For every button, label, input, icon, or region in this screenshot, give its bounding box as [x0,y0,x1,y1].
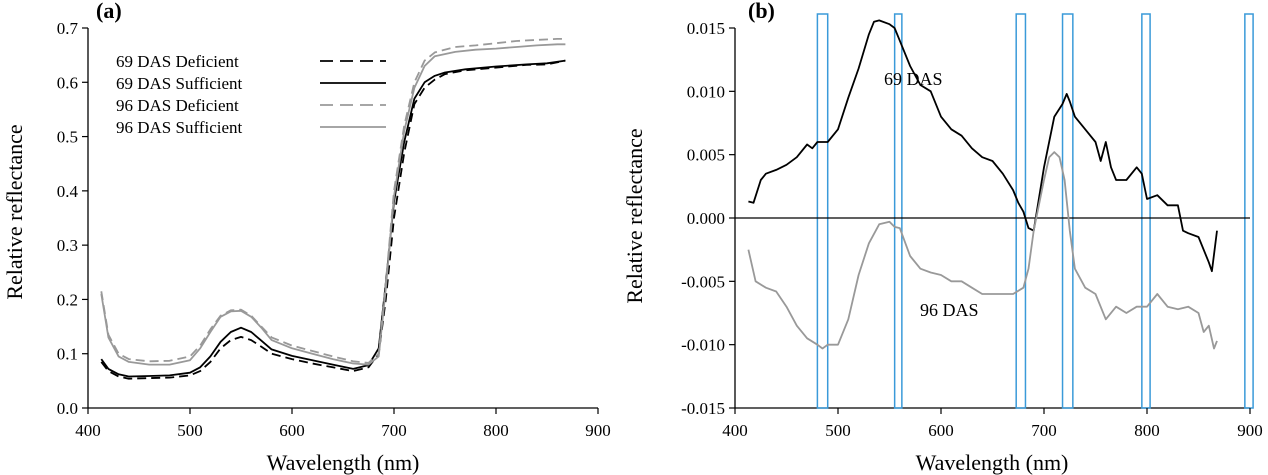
b-x-tick-label: 900 [1237,421,1263,440]
a-y-tick-label: 0.5 [57,128,78,147]
panel-a: (a) 400 500 600 700 800 900 0.0 0.1 0.2 0.3 0.4 0.5… [2,0,611,475]
highlight-band-3 [1061,13,1074,409]
panel-b-series [747,19,1218,350]
a-x-tick-label: 900 [585,421,611,440]
panel-b-highlight-bands [816,13,1254,409]
panel-b-y-label: Relative reflectance [622,128,647,303]
legend-label-96-sufficient: 96 DAS Sufficient [116,118,243,137]
a-y-tick-label: 0.4 [57,182,79,201]
b-x-tick-label: 500 [825,421,851,440]
series-line-a-1 [100,59,566,378]
panel-b-x-label: Wavelength (nm) [916,450,1069,475]
b-y-tick-label: 0.015 [687,19,725,38]
highlight-band-5 [1244,13,1254,409]
series-line-a-3 [100,43,566,366]
a-x-tick-label: 400 [75,421,101,440]
series-line-b-0 [748,19,1218,273]
panel-b-ticks: 400 500 600 700 800 900 -0.015 -0.010 -0.005 0.00… [681,19,1263,440]
panel-a-ticks: 400 500 600 700 800 900 0.0 0.1 0.2 0.3 0.4 0.5 0.6 0… [57,19,611,440]
legend-label-69-sufficient: 69 DAS Sufficient [116,74,243,93]
b-x-tick-label: 700 [1031,421,1057,440]
annotation-69-das: 69 DAS [884,69,943,89]
panel-b: (b) 400 500 600 700 800 900 -0.015 -0.010 -0.005… [622,0,1263,475]
legend-label-69-deficient: 69 DAS Deficient [116,52,239,71]
b-y-tick-label: 0.005 [687,146,725,165]
panel-a-series [100,38,566,380]
series-line-a-0 [100,59,566,380]
b-y-tick-label: -0.010 [681,336,725,355]
panel-a-label: (a) [96,0,122,23]
b-y-tick-label: 0.000 [687,209,725,228]
legend-label-96-deficient: 96 DAS Deficient [116,96,239,115]
b-y-tick-label: -0.005 [681,272,725,291]
a-y-tick-label: 0.3 [57,236,78,255]
panel-a-y-label: Relative reflectance [2,124,27,299]
panel-b-label: (b) [748,0,775,23]
panel-a-x-label: Wavelength (nm) [267,450,420,475]
a-y-tick-label: 0.6 [57,73,78,92]
a-y-tick-label: 0.0 [57,399,78,418]
a-x-tick-label: 600 [279,421,305,440]
annotation-96-das: 96 DAS [920,300,979,320]
b-x-tick-label: 800 [1134,421,1160,440]
a-y-tick-label: 0.7 [57,19,79,38]
highlight-band-4 [1141,13,1151,409]
a-y-tick-label: 0.2 [57,290,78,309]
b-x-tick-label: 400 [722,421,748,440]
b-y-tick-label: -0.015 [681,399,725,418]
highlight-band-2 [1015,13,1027,409]
panel-a-legend: 69 DAS Deficient 69 DAS Sufficient 96 DA… [116,52,386,137]
a-x-tick-label: 500 [177,421,203,440]
a-x-tick-label: 800 [483,421,509,440]
highlight-band-1 [893,13,903,409]
b-y-tick-label: 0.010 [687,82,725,101]
series-line-a-2 [100,38,566,364]
highlight-band-0 [816,13,829,409]
a-y-tick-label: 0.1 [57,345,78,364]
series-line-b-1 [747,151,1218,350]
b-x-tick-label: 600 [928,421,954,440]
a-x-tick-label: 700 [381,421,407,440]
